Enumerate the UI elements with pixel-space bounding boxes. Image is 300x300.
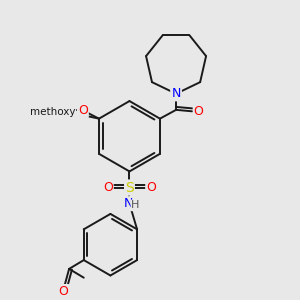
Text: O: O [146,181,156,194]
Text: O: O [58,285,68,298]
Text: O: O [78,104,88,117]
Text: N: N [171,87,181,100]
Text: O: O [63,106,73,119]
Text: N: N [123,197,133,210]
Text: S: S [125,181,134,194]
Text: H: H [131,200,140,210]
Text: O: O [194,105,204,118]
Text: O: O [103,181,113,194]
Text: N: N [171,87,181,100]
Text: methoxy: methoxy [30,107,76,117]
